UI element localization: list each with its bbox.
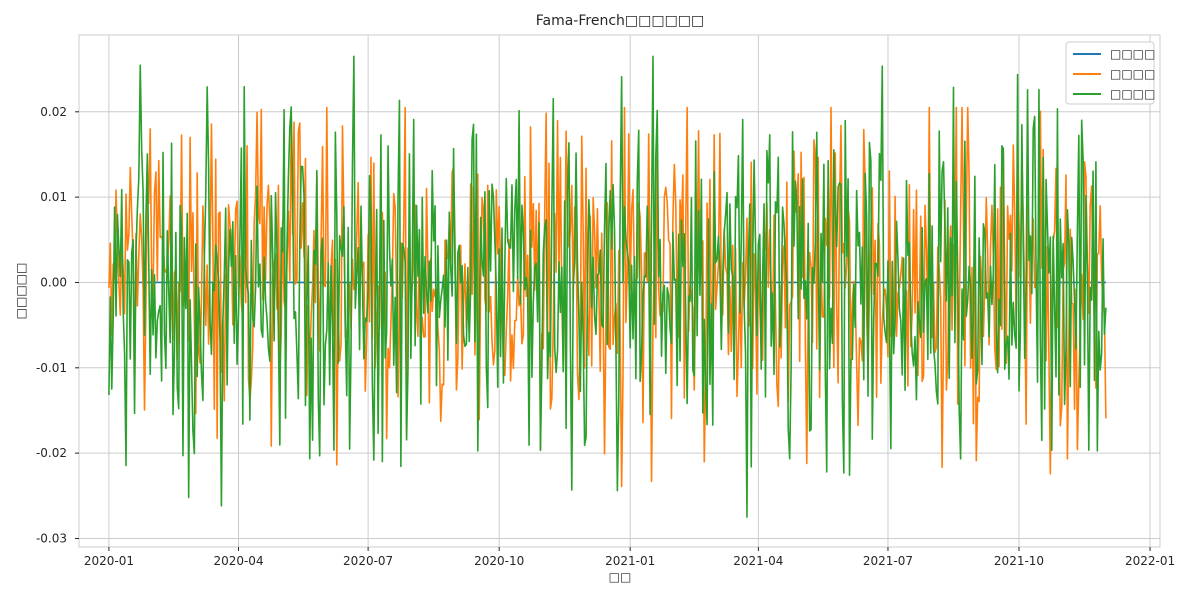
legend-label-1: □□□□ xyxy=(1110,47,1155,61)
y-tick-label: -0.01 xyxy=(36,361,67,375)
x-tick-label: 2020-07 xyxy=(343,554,393,568)
legend-label-2: □□□□ xyxy=(1110,67,1155,81)
y-tick-label: 0.00 xyxy=(40,275,67,289)
x-tick-label: 2020-04 xyxy=(213,554,263,568)
chart-title: Fama-French□□□□□□ xyxy=(536,13,705,29)
legend-frame xyxy=(1065,41,1155,105)
series-line-3 xyxy=(108,55,1107,518)
y-tick-label: 0.01 xyxy=(40,190,67,204)
y-tick-label: 0.02 xyxy=(40,105,67,119)
axes-ticks: 2020-01 2020-04 2020-07 2020-10 2021-01 2021-… xyxy=(36,105,1175,568)
y-tick-label: -0.02 xyxy=(36,446,67,460)
x-tick-label: 2021-10 xyxy=(994,554,1044,568)
plot-frame xyxy=(78,34,1161,548)
x-tick-label: 2022-01 xyxy=(1125,554,1175,568)
legend-label-3: □□□□ xyxy=(1110,87,1155,101)
x-tick-label: 2021-01 xyxy=(605,554,655,568)
y-tick-label: -0.03 xyxy=(36,531,67,545)
x-tick-label: 2020-10 xyxy=(474,554,524,568)
x-tick-label: 2021-04 xyxy=(733,554,783,568)
plot-area xyxy=(108,55,1107,518)
legend: □□□□ □□□□ □□□□ xyxy=(1065,41,1155,105)
y-axis-label: □□□□□ xyxy=(14,263,28,320)
x-tick-label: 2020-01 xyxy=(84,554,134,568)
x-axis-label: □□ xyxy=(609,570,632,584)
x-tick-label: 2021-07 xyxy=(863,554,913,568)
